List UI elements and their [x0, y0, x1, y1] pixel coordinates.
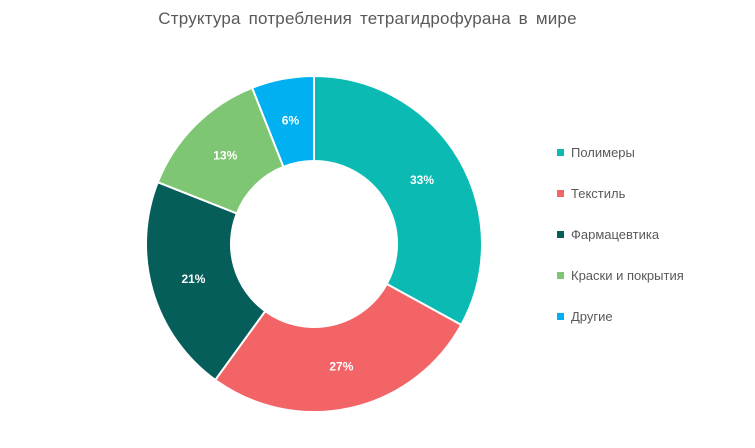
slice-label-group: 33% 27% 21% 13% 6% [181, 114, 434, 374]
legend-label-2: Текстиль [571, 185, 626, 201]
legend-item-3: Фармацевтика [557, 224, 747, 244]
legend-item-2: Текстиль [557, 183, 747, 203]
legend-item-4: Краски и покрытия [557, 265, 747, 285]
legend-swatch-3 [557, 230, 564, 238]
slice-group [145, 74, 484, 414]
slice-label-1: 33% [410, 173, 434, 187]
slice-label-3: 21% [181, 272, 205, 286]
slice-label-4: 13% [213, 148, 237, 162]
legend-swatch-2 [557, 189, 564, 197]
slice-3 [145, 180, 267, 382]
slice-1 [313, 74, 484, 327]
legend-item-1: Полимеры [557, 142, 747, 162]
legend-swatch-4 [557, 271, 564, 279]
legend-swatch-5 [557, 312, 564, 320]
legend-label-3: Фармацевтика [571, 226, 660, 242]
slice-5 [250, 74, 315, 169]
slice-label-2: 27% [329, 359, 353, 373]
chart-title: Структура потребления тетрагидрофурана в… [158, 9, 577, 28]
legend-label-5: Другие [571, 308, 613, 324]
legend-label-4: Краски и покрытия [571, 267, 684, 283]
legend: Полимеры Текстиль Фармацевтика Краски и пок… [557, 142, 747, 347]
legend-label-1: Полимеры [571, 144, 635, 160]
legend-item-5: Другие [557, 306, 747, 326]
slice-label-5: 6% [282, 114, 300, 128]
legend-swatch-1 [557, 148, 564, 156]
slice-2 [213, 282, 463, 414]
